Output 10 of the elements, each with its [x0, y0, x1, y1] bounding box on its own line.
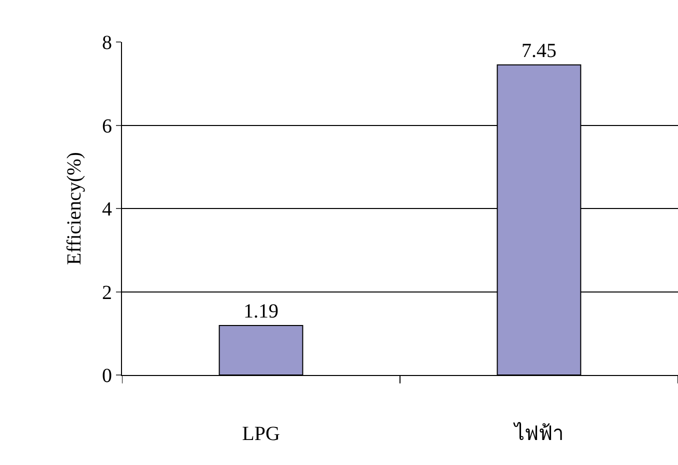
y-tick-label: 2: [102, 282, 112, 304]
x-tick-label: LPG: [242, 423, 280, 445]
y-axis-title: Efficiency(%): [64, 152, 86, 265]
y-tick-label: 4: [102, 198, 112, 220]
y-tick-label: 6: [102, 115, 112, 138]
y-tick-label: 0: [102, 365, 112, 387]
y-tick-label: 8: [102, 32, 112, 54]
data-label: 7.45: [522, 40, 556, 62]
x-tick-label: ไฟฟ้า: [512, 422, 564, 445]
data-label: 1.19: [244, 300, 278, 322]
